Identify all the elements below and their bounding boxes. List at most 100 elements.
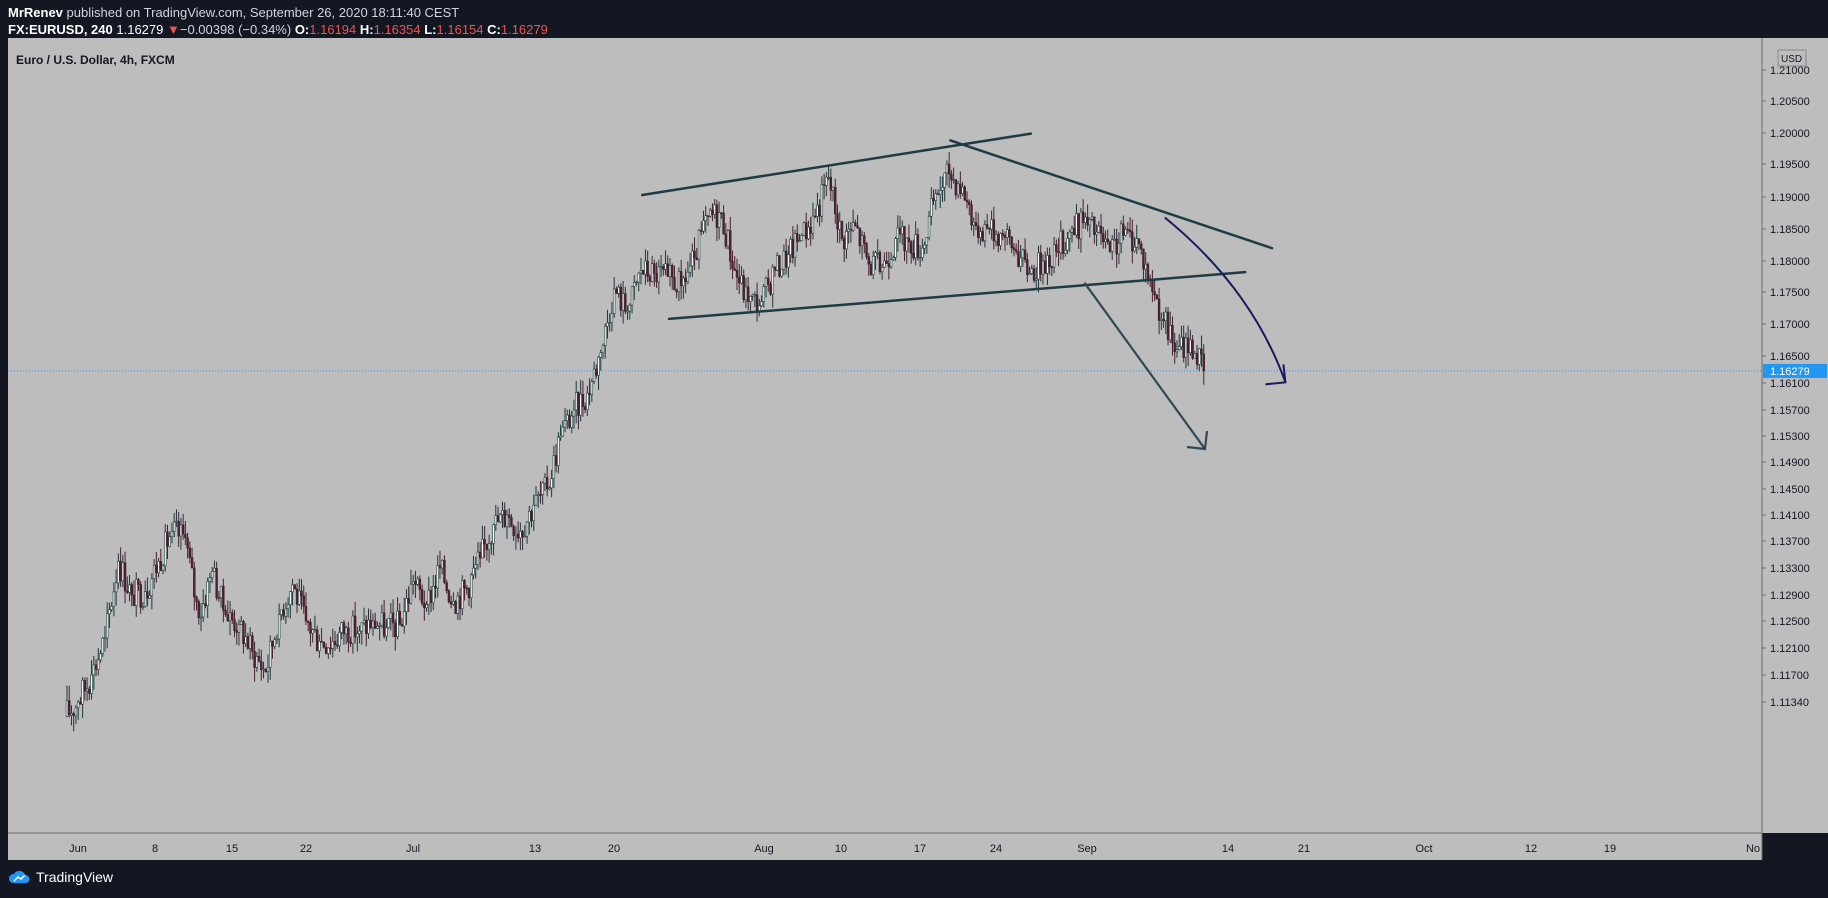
candle-body [896,227,900,239]
candle-body [237,624,241,633]
time-axis-label: No [1746,843,1760,855]
candle-body [282,609,285,617]
candle-body [110,606,113,610]
candle-body [264,668,267,672]
candle-body [829,176,833,191]
candle-body [760,301,763,307]
price-tick-label: 1.17000 [1770,319,1810,331]
time-axis-label: 12 [1525,843,1537,855]
candle-body [943,172,946,188]
price-tick-label: 1.19000 [1770,192,1810,204]
candle-body [738,276,741,284]
candle-body [470,574,473,599]
candle-body [997,234,1000,246]
candle-body [1052,244,1056,268]
candle-body [1200,348,1203,355]
time-axis-label: Sep [1077,843,1097,855]
candle-body [407,598,410,604]
candle-body [666,263,669,277]
close-value: 1.16279 [500,22,548,37]
candle-body [1014,249,1018,252]
candle-body [432,585,435,604]
candle-body [673,276,676,291]
candle-body [150,578,154,596]
candle-body [438,565,442,569]
candle-body [351,615,355,644]
candle-body [318,640,321,652]
candle-body [939,189,942,195]
candle-body [342,622,346,635]
candle-body [130,584,133,596]
candle-body [1122,223,1125,236]
cloud-icon [8,870,30,883]
candle-body [813,215,817,218]
candle-body [831,186,835,191]
candle-body [1135,238,1138,248]
candle-body [912,253,915,259]
candle-body [671,265,674,278]
candle-body [979,231,982,238]
candle-body [68,700,71,716]
change-value: −0.00398 (−0.34%) [179,22,292,37]
time-axis-label: 17 [914,843,926,855]
candle-body [805,222,808,240]
candle-body [266,666,270,672]
candle-body [456,595,460,614]
candle-body [1017,251,1020,267]
candle-body [333,640,337,646]
candle-body [1144,263,1147,270]
last-price-tag [1763,363,1827,378]
candle-body [740,275,743,284]
candle-body [398,610,401,625]
candle-body [119,560,122,582]
candle-body [865,243,868,257]
candle-body [219,585,223,599]
candle-body [1173,342,1176,353]
candle-body [606,322,609,327]
candle-body [1133,246,1136,252]
candle-body [983,224,987,242]
candle-body [644,260,647,275]
candle-body [1142,248,1145,270]
candle-body [204,603,207,607]
candle-body [228,612,232,622]
candle-body [387,618,390,629]
candle-body [834,186,837,215]
candle-body [677,271,681,293]
candle-body [170,530,174,538]
tradingview-logo[interactable]: TradingView [8,869,113,885]
candle-body [874,252,877,257]
candle-body [447,590,451,603]
candle-body [186,537,189,549]
candle-body [1189,339,1192,354]
candle-body [108,609,111,615]
candle-body [382,612,386,637]
candle-body [816,204,819,217]
candle-body [396,610,399,637]
candle-body [1001,233,1004,236]
candle-body [925,237,929,246]
candle-body [99,653,102,661]
candle-body [436,565,439,589]
candle-body [1111,239,1114,252]
candle-body [72,713,75,717]
author-name[interactable]: MrRenev [8,5,63,20]
candle-body [315,629,319,652]
candle-body [610,313,614,323]
candle-body [474,564,477,569]
candle-body [950,173,953,181]
price-tick-label: 1.17500 [1770,287,1810,299]
candle-body [295,588,299,605]
candle-body [344,627,348,635]
candle-body [1191,339,1194,359]
candle-body [662,266,665,270]
candle-body [190,557,194,569]
candle-body [566,414,569,421]
candle-body [941,187,944,191]
time-axis-label: Jun [69,843,87,855]
time-axis-label: 24 [990,843,1002,855]
candle-body [289,591,292,606]
candle-body [516,533,520,539]
candle-body [1162,318,1165,322]
